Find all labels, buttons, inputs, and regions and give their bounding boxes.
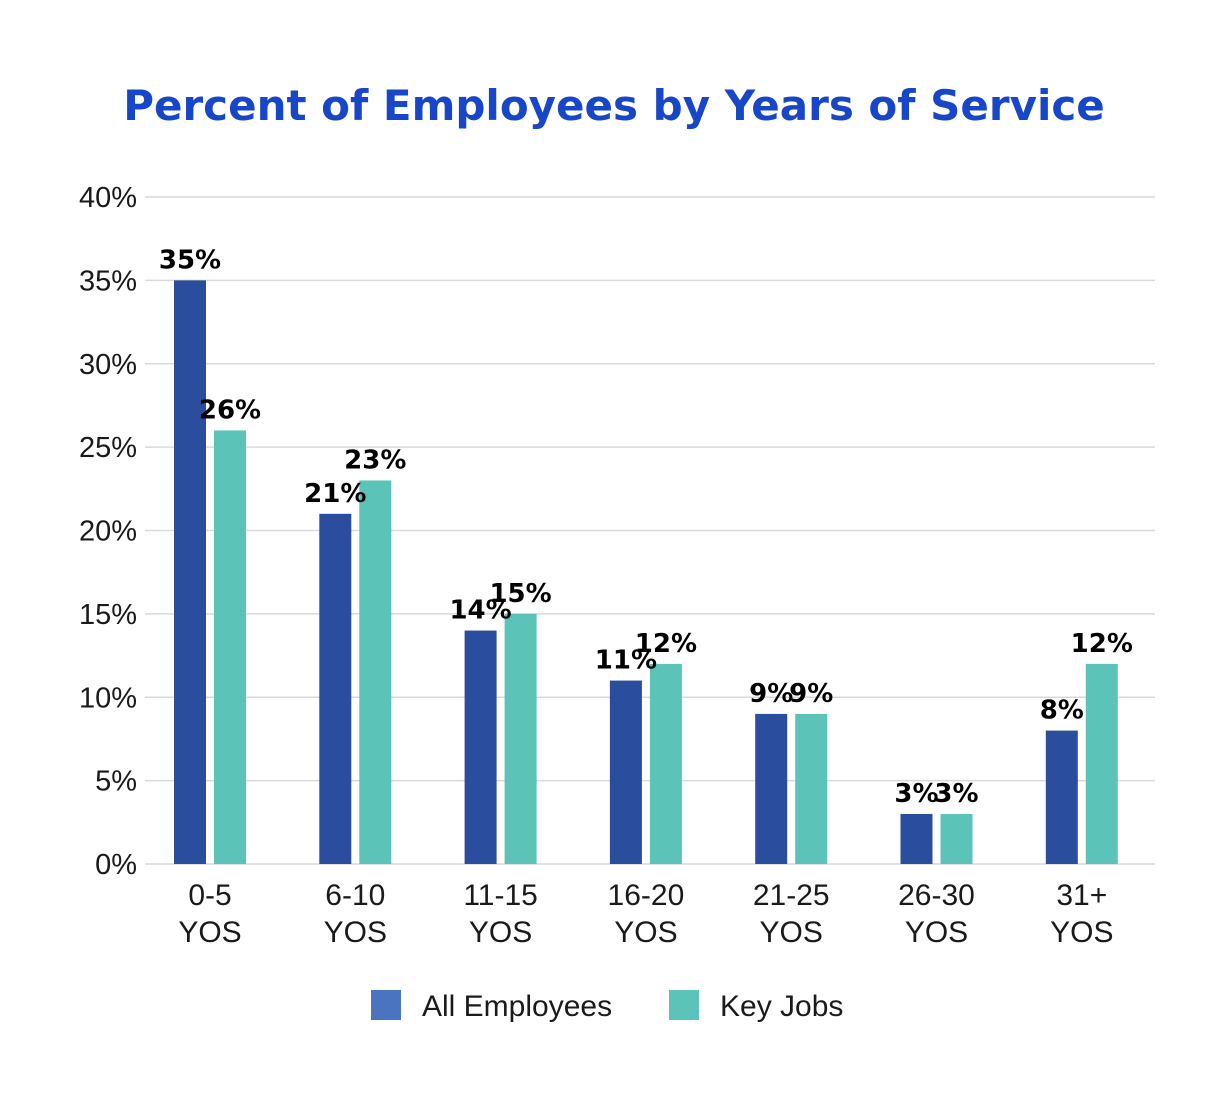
bar-all-employees — [755, 713, 788, 864]
x-category-label: YOS — [469, 916, 532, 949]
data-labels: 35%26%21%23%14%15%11%12%9%9%3%3%8%12% — [159, 245, 1133, 809]
bar-key-jobs — [1085, 663, 1118, 864]
data-label: 3% — [934, 779, 978, 809]
data-label: 11% — [595, 646, 657, 676]
legend-swatch-all-employees — [371, 990, 401, 1020]
x-category-label: YOS — [324, 916, 387, 949]
data-label: 21% — [304, 479, 366, 509]
x-axis-category-labels: 0-5 YOS 6-10 YOS 11-15 YOS 16-20 YOS 21-25 YOS 26-… — [178, 879, 1113, 949]
x-category-label: 6-10 — [325, 879, 385, 912]
chart-title: Percent of Employees by Years of Service — [123, 81, 1105, 130]
legend-swatch-key-jobs — [669, 990, 699, 1020]
x-category-label: 21-25 — [753, 879, 830, 912]
data-label: 23% — [344, 445, 406, 475]
bar-all-employees — [609, 680, 642, 864]
x-category-label: YOS — [614, 916, 677, 949]
x-category-label: 31+ — [1056, 879, 1107, 912]
bar-all-employees — [1045, 730, 1078, 864]
data-label: 26% — [199, 395, 261, 425]
x-category-label: 26-30 — [898, 879, 975, 912]
x-category-label: YOS — [178, 916, 241, 949]
bar-all-employees — [464, 630, 497, 864]
bar-key-jobs — [940, 813, 973, 864]
legend-label-key-jobs: Key Jobs — [720, 990, 843, 1023]
y-tick-label: 0% — [95, 849, 137, 881]
data-label: 9% — [789, 679, 833, 709]
x-category-label: YOS — [1050, 916, 1113, 949]
x-category-label: 0-5 — [188, 879, 231, 912]
bar-key-jobs — [795, 713, 828, 864]
x-category-label: YOS — [905, 916, 968, 949]
bar-key-jobs — [359, 480, 392, 864]
y-tick-label: 30% — [79, 349, 137, 381]
data-label: 15% — [489, 579, 551, 609]
y-tick-label: 5% — [95, 766, 137, 798]
data-label: 35% — [159, 245, 221, 275]
y-tick-label: 10% — [79, 682, 137, 714]
bar-key-jobs — [649, 663, 682, 864]
x-category-label: 16-20 — [608, 879, 685, 912]
data-label: 9% — [749, 679, 793, 709]
bar-all-employees — [319, 513, 352, 864]
y-tick-label: 40% — [79, 182, 137, 214]
bar-all-employees — [900, 813, 933, 864]
legend: All Employees Key Jobs — [371, 990, 843, 1023]
legend-label-all-employees: All Employees — [422, 990, 612, 1023]
x-category-label: 11-15 — [463, 879, 538, 912]
data-label: 8% — [1040, 696, 1084, 726]
bar-key-jobs — [214, 430, 246, 864]
y-tick-label: 15% — [79, 599, 137, 631]
y-tick-label: 25% — [79, 432, 137, 464]
data-label: 12% — [635, 629, 697, 659]
y-tick-label: 35% — [79, 265, 137, 297]
y-tick-label: 20% — [79, 516, 137, 548]
bar-key-jobs — [504, 613, 537, 864]
data-label: 12% — [1071, 629, 1133, 659]
y-axis-tick-labels: 0% 5% 10% 15% 20% 25% 30% 35% 40% — [79, 182, 137, 881]
bar-all-employees — [174, 280, 206, 864]
x-category-label: YOS — [760, 916, 823, 949]
bars — [174, 280, 1118, 864]
gridlines — [145, 196, 1155, 865]
data-label: 14% — [449, 596, 511, 626]
data-label: 3% — [894, 779, 938, 809]
